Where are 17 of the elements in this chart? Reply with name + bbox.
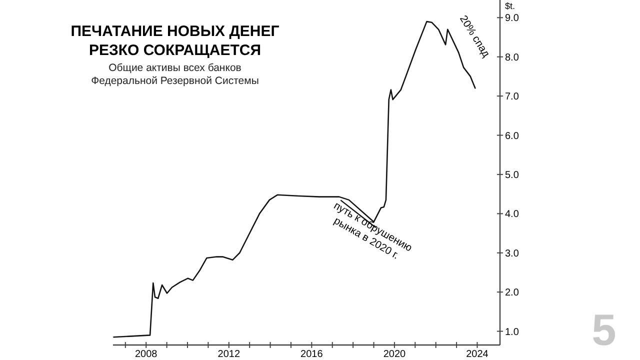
x-tick-label: 2008 [134,349,158,360]
y-tick-label: 2.0 [505,288,520,299]
text: Общие активы всех банков Федеральной Резервной Системы [91,62,259,87]
x-tick-label: 2024 [466,349,489,360]
x-tick-label: 2020 [383,349,406,360]
y-tick-label: 9.0 [505,13,520,24]
y-tick-label: 4.0 [505,209,520,220]
y-tick-label: 3.0 [505,248,520,260]
y-tick-label: 5.0 [505,170,520,181]
text: ПЕЧАТАНИЕ НОВЫХ ДЕНЕГ РЕЗКО СОКРАЩАЕТСЯ [70,23,280,59]
y-tick-label: 7.0 [505,92,520,103]
y-tick-label: 6.0 [505,130,520,142]
x-tick-label: 2016 [300,349,324,360]
x-tick-label: 2012 [218,349,240,360]
y-tick-label: 8.0 [505,52,520,64]
y-axis-title: $t. [505,1,516,11]
y-tick-label: 1.0 [505,326,520,338]
